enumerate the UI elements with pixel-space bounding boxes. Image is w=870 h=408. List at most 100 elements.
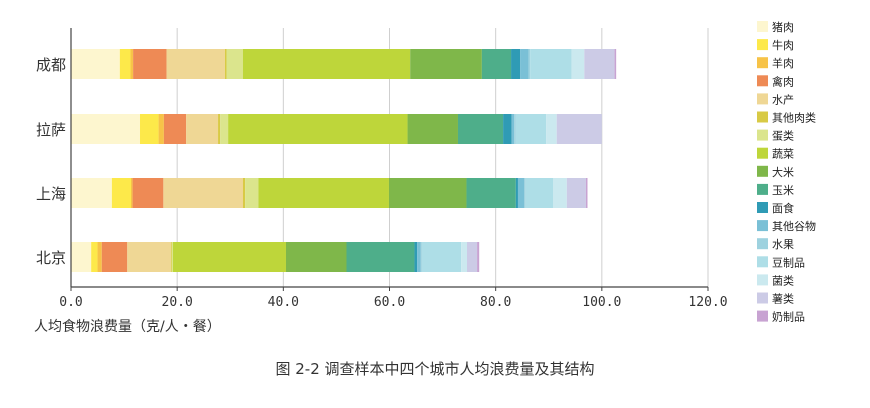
bar-segment-1-14 — [546, 114, 557, 144]
bar-segment-1-6 — [220, 114, 229, 144]
legend-swatch-13 — [757, 256, 768, 268]
bar-segment-3-4 — [127, 242, 171, 272]
bar-segment-0-13 — [530, 49, 572, 79]
bar-segment-0-15 — [584, 49, 615, 79]
legend-label-12: 水果 — [772, 238, 794, 251]
legend-swatch-11 — [757, 220, 768, 232]
bar-segment-2-4 — [163, 178, 243, 208]
legend-label-0: 猪肉 — [772, 21, 794, 34]
bar-segment-2-1 — [111, 178, 131, 208]
legend-swatch-9 — [757, 183, 768, 195]
legend-label-14: 菌类 — [772, 273, 794, 287]
legend-label-7: 蔬菜 — [772, 148, 794, 161]
bars — [71, 49, 617, 272]
bar-segment-3-9 — [346, 242, 415, 272]
bar-segment-0-12 — [528, 49, 531, 79]
bar-segment-2-2 — [130, 178, 133, 208]
bar-segment-2-14 — [552, 178, 567, 208]
bar-segment-0-11 — [520, 49, 529, 79]
bar-segment-3-5 — [170, 242, 172, 272]
bar-segment-2-12 — [524, 178, 526, 208]
bar-segment-0-7 — [242, 49, 411, 79]
x-tick-label-3: 60.0 — [374, 295, 405, 310]
bar-segment-2-15 — [566, 178, 586, 208]
legend-swatch-3 — [757, 75, 768, 87]
legend-swatch-15 — [757, 292, 768, 304]
legend-label-5: 其他肉类 — [772, 111, 816, 125]
legend-swatch-12 — [757, 238, 768, 250]
bar-segment-1-8 — [407, 114, 458, 144]
bar-segment-3-16 — [477, 242, 480, 272]
legend-swatch-7 — [757, 147, 768, 159]
x-tick-label-2: 40.0 — [268, 295, 299, 310]
x-tick-label-5: 100.0 — [582, 295, 621, 310]
bar-segment-2-8 — [388, 178, 467, 208]
legend-label-2: 羊肉 — [772, 56, 794, 70]
x-axis-label: 人均食物浪费量（克/人・餐） — [34, 318, 221, 335]
bar-segment-3-6 — [171, 242, 173, 272]
bar-segment-1-1 — [140, 114, 159, 144]
bar-segment-3-15 — [467, 242, 478, 272]
legend-swatch-6 — [757, 129, 768, 141]
bar-segment-0-4 — [166, 49, 225, 79]
x-tick-label-6: 120.0 — [688, 295, 727, 310]
bar-segment-1-2 — [158, 114, 164, 144]
bar-segment-1-15 — [556, 114, 602, 144]
bar-segment-0-3 — [133, 49, 167, 79]
bar-segment-1-11 — [511, 114, 515, 144]
bar-segment-3-11 — [417, 242, 421, 272]
bar-segment-0-8 — [410, 49, 482, 79]
bar-segment-0-9 — [481, 49, 512, 79]
x-tick-label-4: 80.0 — [480, 295, 511, 310]
category-label-3: 北京 — [36, 249, 66, 267]
legend-swatch-16 — [757, 310, 768, 322]
bar-segment-1-3 — [163, 114, 187, 144]
category-label-0: 成都 — [36, 56, 66, 74]
legend-label-8: 大米 — [772, 165, 794, 179]
bar-segment-0-10 — [511, 49, 521, 79]
bar-segment-1-12 — [514, 114, 516, 144]
bar-segment-1-9 — [457, 114, 504, 144]
legend-swatch-10 — [757, 202, 768, 213]
legend-swatch-0 — [757, 21, 768, 32]
bar-segment-0-5 — [224, 49, 227, 79]
bar-segment-3-8 — [285, 242, 347, 272]
legend-label-1: 牛肉 — [772, 38, 794, 52]
bar-segment-0-0 — [71, 49, 120, 79]
bar-segment-2-9 — [466, 178, 516, 208]
legend-swatch-8 — [757, 165, 768, 177]
bar-segment-2-10 — [515, 178, 518, 208]
legend-label-4: 水产 — [772, 92, 794, 106]
legend-swatch-5 — [757, 111, 768, 123]
bar-segment-3-14 — [461, 242, 468, 272]
legend-label-13: 豆制品 — [772, 256, 805, 269]
bar-segment-0-16 — [614, 49, 617, 79]
bar-segment-2-5 — [242, 178, 246, 208]
bar-segment-1-0 — [71, 114, 141, 144]
bar-segment-2-13 — [525, 178, 553, 208]
bar-segment-3-1 — [91, 242, 98, 272]
bar-segment-2-7 — [258, 178, 389, 208]
bar-segment-3-7 — [172, 242, 286, 272]
bar-segment-0-6 — [226, 49, 243, 79]
bar-segment-2-16 — [585, 178, 588, 208]
bar-segment-2-6 — [245, 178, 259, 208]
category-label-2: 上海 — [36, 185, 66, 203]
bar-segment-2-11 — [517, 178, 525, 208]
bar-segment-1-13 — [515, 114, 547, 144]
bar-segment-3-2 — [97, 242, 102, 272]
bar-segment-3-10 — [414, 242, 418, 272]
bar-segment-3-3 — [101, 242, 128, 272]
legend-label-6: 蛋类 — [772, 129, 794, 143]
legend-label-15: 薯类 — [772, 292, 794, 306]
legend-swatch-2 — [757, 57, 768, 69]
bar-segment-1-5 — [218, 114, 221, 144]
legend-label-11: 其他谷物 — [772, 219, 816, 233]
legend-swatch-14 — [757, 274, 768, 286]
x-tick-label-1: 20.0 — [162, 295, 193, 310]
bar-segment-1-10 — [503, 114, 512, 144]
legend-swatch-4 — [757, 93, 768, 105]
